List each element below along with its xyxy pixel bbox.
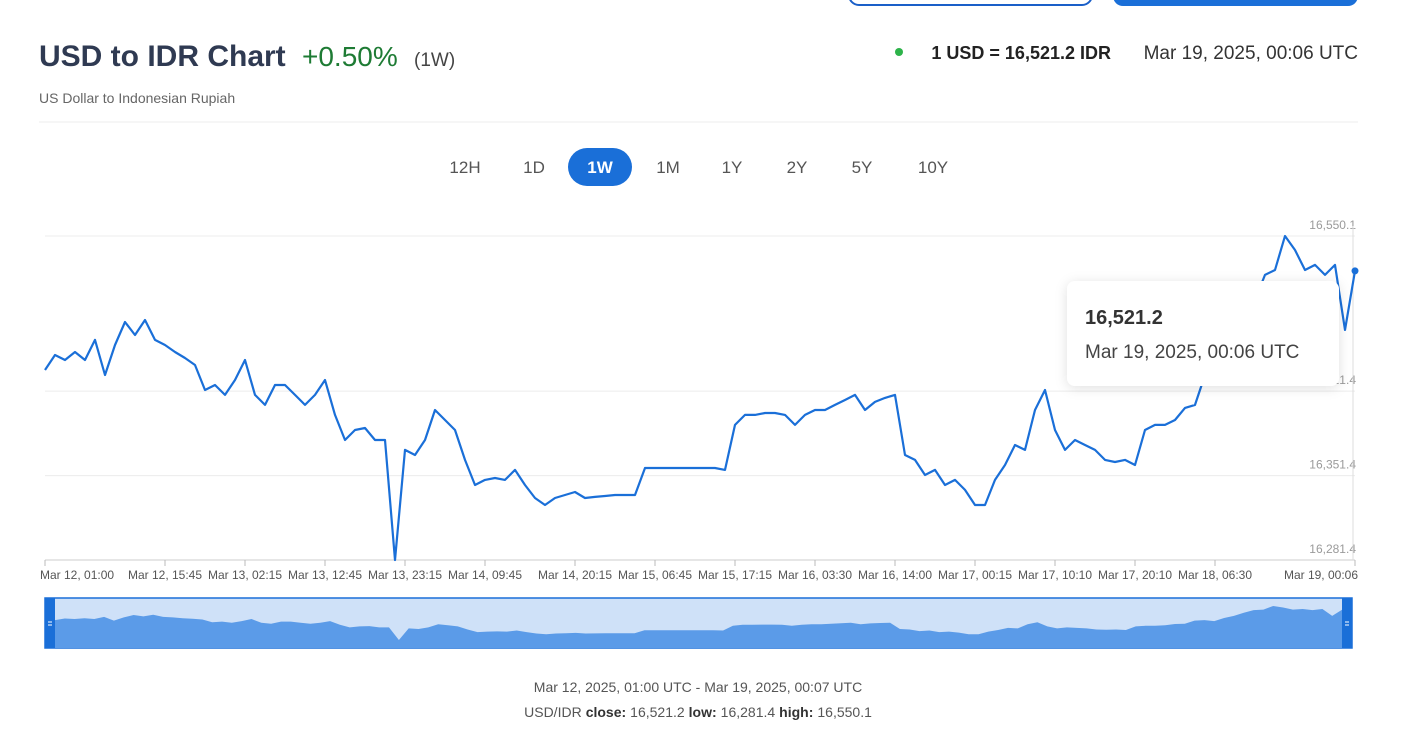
x-tick-label: Mar 17, 00:15	[938, 568, 1012, 582]
stat-label: low:	[689, 704, 717, 720]
top-button-outline[interactable]	[849, 0, 1092, 6]
range-button[interactable]: 1D	[523, 158, 545, 177]
range-button[interactable]: 12H	[449, 158, 480, 177]
stat-label: high:	[779, 704, 813, 720]
x-tick-label: Mar 14, 09:45	[448, 568, 522, 582]
navigator	[44, 597, 1353, 649]
x-tick-label: Mar 13, 12:45	[288, 568, 362, 582]
stat-value: 16,281.4	[721, 704, 776, 720]
range-label: 1W	[587, 158, 613, 177]
stat-value: 16,521.2	[630, 704, 685, 720]
x-tick-label: Mar 16, 03:30	[778, 568, 852, 582]
x-tick-label: Mar 17, 10:10	[1018, 568, 1092, 582]
last-point	[1351, 267, 1359, 275]
navigator-area	[55, 606, 1342, 648]
timestamp: Mar 19, 2025, 00:06 UTC	[1144, 43, 1358, 64]
x-tick-label: Mar 15, 17:15	[698, 568, 772, 582]
title: USD to IDR Chart	[39, 40, 286, 73]
range-button[interactable]: 2Y	[787, 158, 808, 177]
pair: USD/IDR	[524, 704, 582, 720]
range-label: 1Y	[722, 158, 743, 177]
tooltip-box	[1067, 281, 1339, 386]
range-label: 10Y	[918, 158, 948, 177]
range-label: 1M	[656, 158, 680, 177]
range-label: 5Y	[852, 158, 873, 177]
tooltip-date: Mar 19, 2025, 00:06 UTC	[1085, 342, 1299, 363]
top-button-filled[interactable]	[1113, 0, 1358, 6]
x-tick-label: Mar 19, 00:06	[1284, 568, 1358, 582]
stat-value: 16,550.1	[817, 704, 872, 720]
range-button[interactable]: 1Y	[722, 158, 743, 177]
tooltip: 16,521.2 Mar 19, 2025, 00:06 UTC	[1067, 281, 1339, 386]
range-button[interactable]: 1W	[568, 148, 632, 186]
x-tick-label: Mar 13, 23:15	[368, 568, 442, 582]
period: (1W)	[414, 50, 455, 71]
range-button[interactable]: 10Y	[918, 158, 948, 177]
price-line	[44, 234, 1357, 562]
range-button[interactable]: 5Y	[852, 158, 873, 177]
stat-label: close:	[586, 704, 626, 720]
range-label: 1D	[523, 158, 545, 177]
x-tick-label: Mar 14, 20:15	[538, 568, 612, 582]
y-tick-label: 16,281.4	[1309, 542, 1356, 556]
range-label: 2Y	[787, 158, 808, 177]
subtitle: US Dollar to Indonesian Rupiah	[39, 90, 235, 106]
y-tick-label: 16,550.1	[1309, 218, 1356, 232]
range-button[interactable]: 1M	[656, 158, 680, 177]
y-tick-label: 16,351.4	[1309, 458, 1356, 472]
tooltip-value: 16,521.2	[1085, 307, 1163, 329]
rate: 1 USD = 16,521.2 IDR	[931, 43, 1111, 63]
x-tick-label: Mar 17, 20:10	[1098, 568, 1172, 582]
navigator-handle[interactable]	[45, 598, 55, 648]
x-tick-label: Mar 12, 01:00	[40, 568, 114, 582]
range-buttons: 12H 1D 1W 1M 1Y 2Y 5Y 10Y	[449, 148, 948, 186]
status-dot	[895, 48, 903, 56]
range-label: 12H	[449, 158, 480, 177]
x-tick-label: Mar 15, 06:45	[618, 568, 692, 582]
x-tick-label: Mar 12, 15:45	[128, 568, 202, 582]
footer-range: Mar 12, 2025, 01:00 UTC - Mar 19, 2025, …	[534, 679, 862, 695]
x-tick-label: Mar 16, 14:00	[858, 568, 932, 582]
navigator-handle[interactable]	[1342, 598, 1352, 648]
change: +0.50%	[302, 41, 398, 72]
x-tick-label: Mar 13, 02:15	[208, 568, 282, 582]
range-active-pill	[568, 148, 632, 186]
x-tick-label: Mar 18, 06:30	[1178, 568, 1252, 582]
footer-stats: USD/IDR close: 16,521.2 low: 16,281.4 high: 16…	[524, 704, 872, 720]
